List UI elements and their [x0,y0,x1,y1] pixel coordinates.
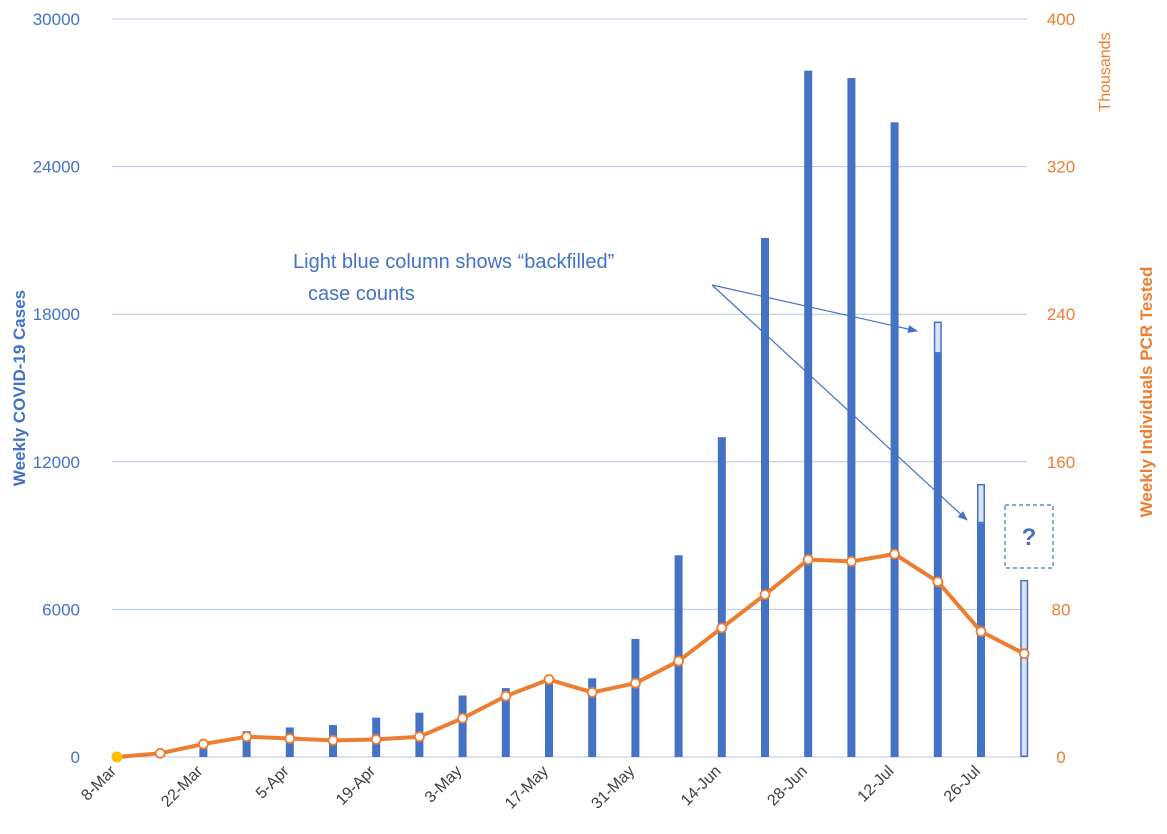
bar [242,731,251,757]
bar-backfilled [977,483,985,524]
x-tick-label: 3-May [422,763,465,806]
x-tick-label: 12-Jul [855,763,898,806]
right-axis-units: Thousands [1097,32,1114,111]
annotation-line-1: Light blue column shows “backfilled” [293,251,614,273]
line-point [889,548,900,560]
line-point [630,677,641,689]
bar-backfilled [933,321,942,354]
right-tick-label: 320 [1047,158,1075,177]
left-tick-label: 18000 [33,305,80,324]
right-axis-ticks: 0 80 160 240 320 400 [1047,10,1075,767]
right-axis-title: Weekly Individuals PCR Tested [1137,267,1156,518]
left-tick-label: 30000 [33,10,80,29]
right-tick-label: 400 [1047,10,1075,29]
line-point [716,622,728,634]
line-point [370,734,382,745]
x-tick-label: 22-Mar [158,762,206,810]
bar [977,523,985,757]
left-tick-label: 12000 [33,453,80,472]
right-tick-label: 240 [1047,305,1075,324]
gridlines [112,18,1027,758]
line-point [327,734,339,746]
x-tick-label: 26-Jul [941,763,984,806]
annotation-line-2: case counts [308,283,415,305]
bar [804,70,813,757]
line-point [154,747,166,759]
x-tick-label: 19-Apr [333,762,379,808]
bar [458,695,467,757]
x-tick-label: 17-May [502,763,552,813]
x-axis-ticks: 8-Mar 22-Mar 5-Apr 19-Apr 3-May 17-May 31-May 1… [78,762,984,812]
line-point [802,554,814,565]
bar [545,680,553,757]
x-tick-label: 28-Jun [764,763,811,810]
line-series [111,548,1030,763]
line-point [673,655,684,667]
line-point [500,690,512,702]
bar-backfilled [1020,579,1029,757]
x-tick-label: 14-Jun [678,763,725,810]
annotation-arrow [711,284,968,521]
line-path [116,552,1026,759]
line-point [284,733,296,744]
annotation-arrow [711,284,918,333]
line-point [457,712,469,724]
x-tick-label: 5-Apr [253,762,293,802]
bar [631,638,640,757]
line-point [975,626,987,637]
line-point [1018,648,1030,660]
line-point [543,674,555,685]
left-axis-title: Weekly COVID-19 Cases [10,290,29,486]
left-tick-label: 24000 [33,158,80,177]
x-tick-label: 31-May [588,763,638,813]
x-tick-label: 8-Mar [78,762,120,804]
line-point [197,738,209,750]
line-point [932,576,944,588]
bar [761,237,769,757]
bar [199,748,208,757]
bar [933,353,942,757]
line-point [846,556,857,567]
bar [588,678,597,757]
question-mark: ? [1022,524,1037,551]
line-point [413,731,425,743]
line-point [241,731,253,743]
line-point [586,687,598,698]
bar [890,122,899,757]
right-tick-label: 80 [1052,600,1071,619]
left-tick-label: 6000 [42,600,80,619]
annotation-arrows [711,284,968,521]
question-box [1004,504,1054,569]
bar-series [199,70,1029,758]
line-point [111,751,123,763]
left-axis-ticks: 0 6000 12000 18000 24000 30000 [33,10,80,767]
left-tick-label: 0 [71,748,80,767]
bar [717,437,726,757]
bar [847,78,856,758]
bar [501,688,510,757]
line-point [759,589,771,601]
right-tick-label: 0 [1056,748,1065,767]
right-tick-label: 160 [1047,453,1075,472]
